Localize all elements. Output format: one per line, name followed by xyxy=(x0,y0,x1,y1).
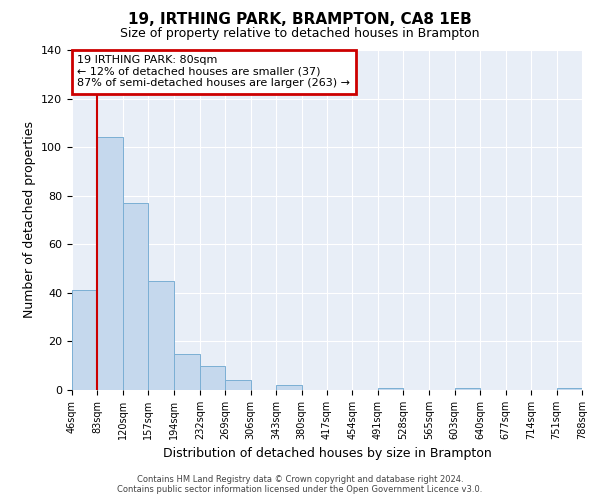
Bar xyxy=(200,366,225,390)
Y-axis label: Number of detached properties: Number of detached properties xyxy=(23,122,35,318)
X-axis label: Distribution of detached houses by size in Brampton: Distribution of detached houses by size … xyxy=(163,448,491,460)
Bar xyxy=(123,203,148,390)
Bar xyxy=(557,388,582,390)
Text: Contains HM Land Registry data © Crown copyright and database right 2024.
Contai: Contains HM Land Registry data © Crown c… xyxy=(118,474,482,494)
Bar xyxy=(455,388,480,390)
Bar xyxy=(276,385,302,390)
Text: 19, IRTHING PARK, BRAMPTON, CA8 1EB: 19, IRTHING PARK, BRAMPTON, CA8 1EB xyxy=(128,12,472,28)
Bar xyxy=(148,280,174,390)
Bar xyxy=(174,354,200,390)
Bar xyxy=(97,138,123,390)
Bar xyxy=(225,380,251,390)
Bar xyxy=(378,388,403,390)
Text: 19 IRTHING PARK: 80sqm
← 12% of detached houses are smaller (37)
87% of semi-det: 19 IRTHING PARK: 80sqm ← 12% of detached… xyxy=(77,55,350,88)
Text: Size of property relative to detached houses in Brampton: Size of property relative to detached ho… xyxy=(120,28,480,40)
Bar xyxy=(72,290,97,390)
